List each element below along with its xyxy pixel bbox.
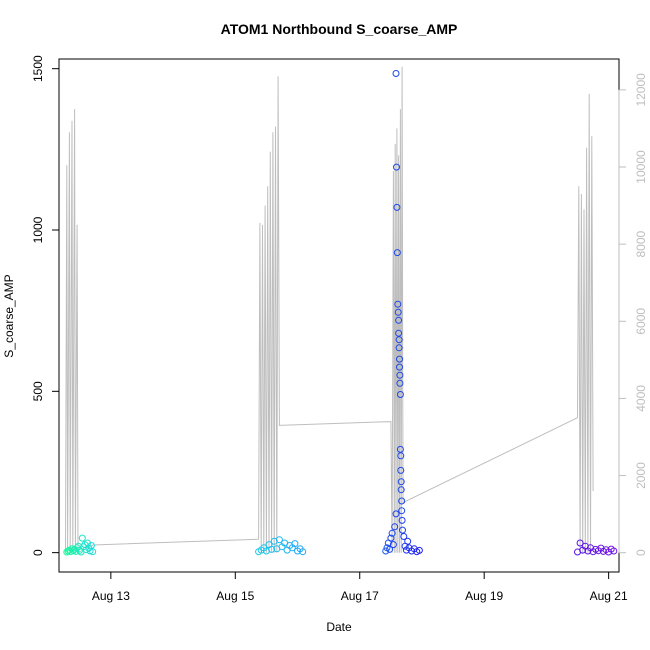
y-left-tick-label: 500 [31,381,45,401]
data-point [395,316,403,324]
data-point [268,545,276,553]
data-point [394,308,402,316]
data-point [610,547,618,555]
y-axis-right: 0 2000 4000 6000 8000 10000 12000 [618,73,648,556]
data-point [393,203,401,211]
data-point [395,344,403,352]
data-point [392,70,400,77]
y-right-tick-label: 10000 [634,150,648,184]
data-point [398,516,406,524]
x-tick-label: Aug 15 [216,589,254,603]
x-axis: Aug 13 Aug 15 Aug 17 Aug 19 Aug 21 [92,571,628,603]
chart-title: ATOM1 Northbound S_coarse_AMP [221,21,458,37]
gray-line-layer [65,66,594,554]
data-point [392,510,400,518]
y-right-tick-label: 2000 [634,462,648,489]
plot-area [58,58,620,573]
data-point [393,163,400,171]
x-tick-label: Aug 17 [341,589,379,603]
data-point [397,478,405,486]
y-right-tick-label: 4000 [634,385,648,412]
data-point [78,534,86,542]
data-point [396,391,404,398]
data-point [395,329,403,337]
data-point [415,546,423,554]
data-point [396,379,404,387]
data-point [397,466,405,474]
y-right-tick-label: 12000 [634,73,648,107]
data-point [76,546,84,554]
points-layer [63,70,618,556]
data-point [393,249,401,257]
series-line [65,66,594,554]
data-point [387,534,395,542]
x-tick-label: Aug 19 [465,589,503,603]
y-right-tick-label: 8000 [634,230,648,257]
data-point [398,507,406,515]
data-point [398,497,406,505]
data-point [389,541,397,549]
data-point [388,529,396,537]
data-point [386,545,394,553]
data-point [395,336,403,344]
data-point [394,300,402,308]
data-point [391,523,399,531]
data-point [576,539,584,547]
x-tick-label: Aug 21 [590,589,628,603]
data-point [400,533,408,540]
data-point [396,355,403,363]
data-point [404,537,412,545]
data-point [396,371,404,379]
data-point [89,548,97,556]
x-axis-title: Date [326,620,352,634]
data-point [399,526,406,534]
y-right-tick-label: 0 [634,549,648,556]
data-point [397,486,405,494]
y-right-tick-label: 6000 [634,308,648,335]
y-left-tick-label: 1500 [31,55,45,82]
data-point [397,452,405,460]
y-axis-title: S_coarse_AMP [2,274,16,357]
data-point [275,536,283,544]
y-axis-left: 0 500 1000 1500 [31,55,60,556]
data-point [382,547,390,555]
data-point [299,548,307,556]
y-left-tick-label: 1000 [31,216,45,243]
data-point [396,363,403,371]
data-point [74,542,82,550]
x-tick-label: Aug 13 [92,589,130,603]
y-left-tick-label: 0 [31,549,45,556]
data-point [291,540,299,548]
